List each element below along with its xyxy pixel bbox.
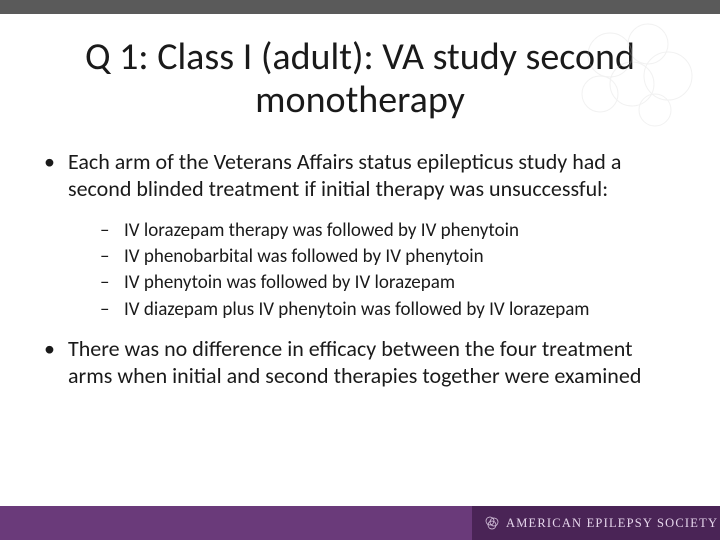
- sub-bullet-list: – IV lorazepam therapy was followed by I…: [44, 213, 676, 336]
- title-container: Q 1: Class I (adult): VA study second mo…: [0, 14, 720, 131]
- bullet-level1: • Each arm of the Veterans Affairs statu…: [44, 149, 676, 203]
- dash-marker: –: [100, 245, 124, 269]
- content-area: • Each arm of the Veterans Affairs statu…: [0, 131, 720, 390]
- bullet-level2: – IV diazepam plus IV phenytoin was foll…: [100, 298, 676, 322]
- dash-marker: –: [100, 298, 124, 322]
- footer-logo: AMERICAN EPILEPSY SOCIETY: [484, 515, 718, 531]
- dash-marker: –: [100, 271, 124, 295]
- bullet-level2: – IV phenytoin was followed by IV loraze…: [100, 271, 676, 295]
- footer-left-panel: [0, 506, 472, 540]
- slide-title: Q 1: Class I (adult): VA study second mo…: [34, 36, 686, 121]
- sub-bullet-text: IV phenobarbital was followed by IV phen…: [124, 245, 484, 269]
- bullet-level2: – IV lorazepam therapy was followed by I…: [100, 219, 676, 243]
- footer-right-panel: AMERICAN EPILEPSY SOCIETY: [472, 506, 720, 540]
- bullet-text: There was no difference in efficacy betw…: [68, 336, 676, 390]
- bullet-level1: • There was no difference in efficacy be…: [44, 336, 676, 390]
- footer-bar: AMERICAN EPILEPSY SOCIETY: [0, 506, 720, 540]
- sub-bullet-text: IV lorazepam therapy was followed by IV …: [124, 219, 519, 243]
- bullet-text: Each arm of the Veterans Affairs status …: [68, 149, 676, 203]
- bullet-level2: – IV phenobarbital was followed by IV ph…: [100, 245, 676, 269]
- dash-marker: –: [100, 219, 124, 243]
- top-accent-bar: [0, 0, 720, 14]
- bullet-marker: •: [44, 336, 68, 390]
- society-logo-icon: [484, 515, 500, 531]
- footer-label: AMERICAN EPILEPSY SOCIETY: [506, 516, 718, 531]
- bullet-marker: •: [44, 149, 68, 203]
- sub-bullet-text: IV phenytoin was followed by IV lorazepa…: [124, 271, 455, 295]
- sub-bullet-text: IV diazepam plus IV phenytoin was follow…: [124, 298, 589, 322]
